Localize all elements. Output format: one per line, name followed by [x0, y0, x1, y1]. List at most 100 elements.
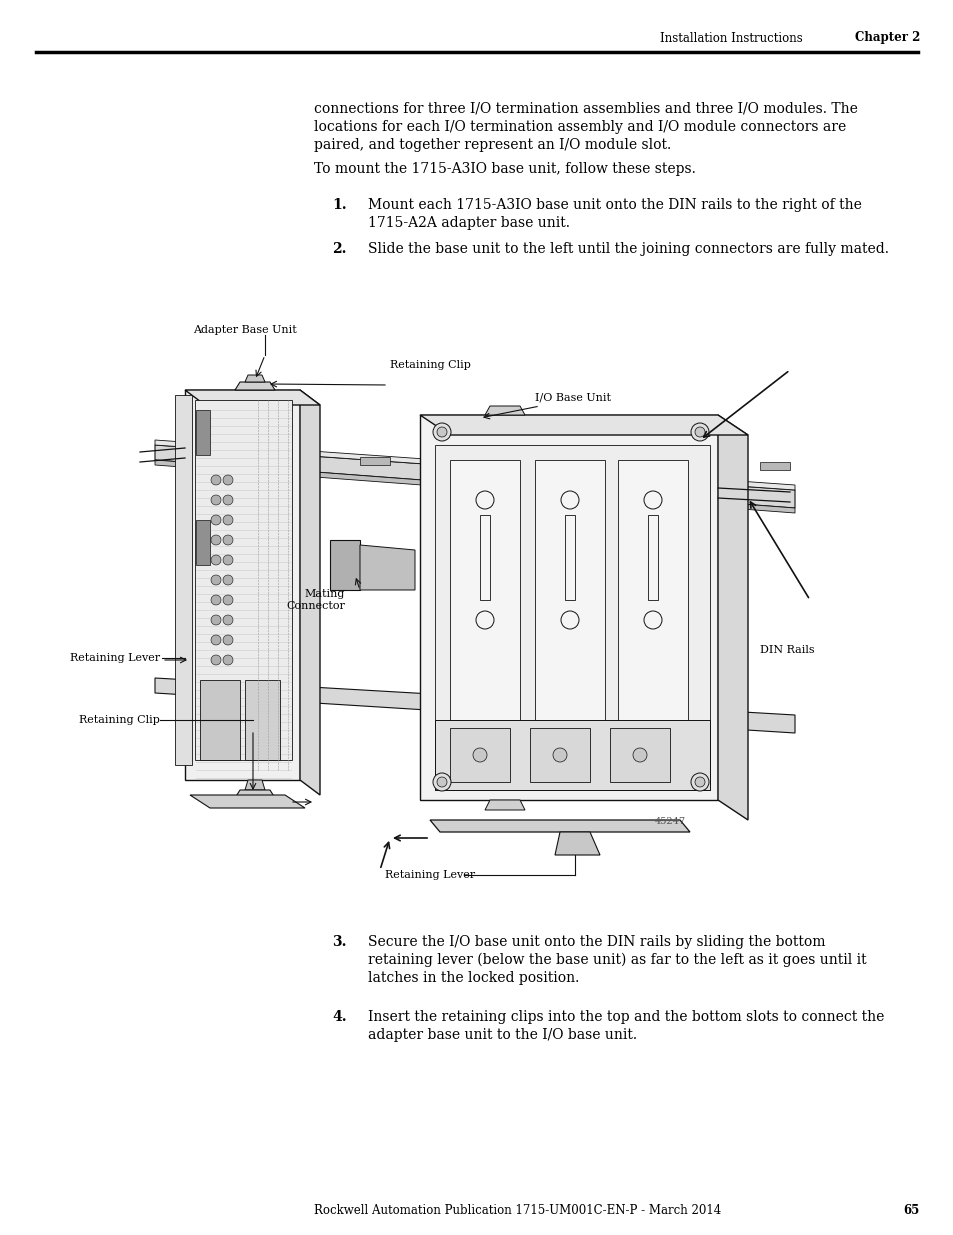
Polygon shape: [450, 459, 519, 720]
Circle shape: [211, 576, 221, 585]
Polygon shape: [234, 790, 274, 798]
Text: 4.: 4.: [332, 1010, 346, 1024]
Circle shape: [633, 748, 646, 762]
Polygon shape: [484, 800, 524, 810]
Circle shape: [553, 748, 566, 762]
Polygon shape: [299, 390, 319, 795]
Polygon shape: [154, 678, 794, 734]
Circle shape: [473, 748, 486, 762]
Polygon shape: [154, 459, 794, 513]
Text: I/O Base Unit: I/O Base Unit: [535, 393, 610, 403]
Circle shape: [211, 555, 221, 564]
Circle shape: [211, 495, 221, 505]
Polygon shape: [718, 415, 747, 820]
Text: Insert the retaining clips into the top and the bottom slots to connect the: Insert the retaining clips into the top …: [368, 1010, 883, 1024]
Circle shape: [223, 475, 233, 485]
Circle shape: [223, 595, 233, 605]
Polygon shape: [359, 545, 415, 590]
Text: DIN Rails: DIN Rails: [760, 645, 814, 655]
Text: Mating
Connector: Mating Connector: [286, 589, 345, 611]
Polygon shape: [519, 459, 550, 467]
Circle shape: [211, 635, 221, 645]
Circle shape: [690, 424, 708, 441]
Text: Retaining Clip: Retaining Clip: [79, 715, 160, 725]
Circle shape: [436, 427, 447, 437]
Text: Installation Instructions: Installation Instructions: [659, 32, 801, 44]
Polygon shape: [760, 462, 789, 471]
Text: 2.: 2.: [332, 242, 346, 256]
Circle shape: [436, 777, 447, 787]
Circle shape: [211, 515, 221, 525]
Text: 3.: 3.: [332, 935, 346, 948]
Circle shape: [223, 576, 233, 585]
Text: 1.: 1.: [332, 198, 346, 212]
Text: 1715-A2A adapter base unit.: 1715-A2A adapter base unit.: [368, 216, 569, 230]
Circle shape: [223, 615, 233, 625]
Circle shape: [223, 655, 233, 664]
Polygon shape: [359, 457, 390, 466]
Circle shape: [211, 655, 221, 664]
Polygon shape: [647, 515, 658, 600]
Text: Retaining Clip: Retaining Clip: [390, 359, 471, 370]
Circle shape: [223, 535, 233, 545]
Polygon shape: [479, 515, 490, 600]
Polygon shape: [195, 520, 210, 564]
Polygon shape: [609, 727, 669, 782]
Polygon shape: [200, 680, 240, 760]
Circle shape: [211, 615, 221, 625]
Circle shape: [223, 515, 233, 525]
Polygon shape: [419, 415, 718, 800]
Text: locations for each I/O termination assembly and I/O module connectors are: locations for each I/O termination assem…: [314, 120, 845, 135]
Polygon shape: [234, 382, 274, 390]
Text: Retaining Lever: Retaining Lever: [384, 869, 475, 881]
Polygon shape: [430, 820, 689, 832]
Text: Rockwell Automation Publication 1715-UM001C-EN-P - March 2014: Rockwell Automation Publication 1715-UM0…: [314, 1203, 720, 1216]
Polygon shape: [484, 406, 524, 415]
Circle shape: [695, 777, 704, 787]
Polygon shape: [555, 832, 599, 855]
Text: Mount each 1715-A3IO base unit onto the DIN rails to the right of the: Mount each 1715-A3IO base unit onto the …: [368, 198, 861, 212]
Polygon shape: [245, 680, 280, 760]
Polygon shape: [174, 395, 192, 764]
Polygon shape: [154, 440, 794, 490]
Polygon shape: [245, 781, 265, 790]
Polygon shape: [530, 727, 589, 782]
Circle shape: [211, 535, 221, 545]
Polygon shape: [435, 720, 709, 790]
Polygon shape: [245, 375, 265, 382]
Text: latches in the locked position.: latches in the locked position.: [368, 971, 578, 986]
Polygon shape: [154, 445, 794, 508]
Text: retaining lever (below the base unit) as far to the left as it goes until it: retaining lever (below the base unit) as…: [368, 953, 865, 967]
Circle shape: [223, 635, 233, 645]
Polygon shape: [419, 415, 747, 435]
Text: Slide the base unit to the left until the joining connectors are fully mated.: Slide the base unit to the left until th…: [368, 242, 888, 256]
Polygon shape: [194, 400, 292, 760]
Text: connections for three I/O termination assemblies and three I/O modules. The: connections for three I/O termination as…: [314, 103, 857, 116]
Circle shape: [211, 475, 221, 485]
Text: 65: 65: [902, 1203, 919, 1216]
Text: 45247: 45247: [655, 818, 685, 826]
Polygon shape: [679, 461, 709, 469]
Polygon shape: [599, 459, 629, 468]
Polygon shape: [435, 445, 709, 790]
Polygon shape: [200, 454, 230, 463]
Circle shape: [690, 773, 708, 790]
Text: To mount the 1715-A3IO base unit, follow these steps.: To mount the 1715-A3IO base unit, follow…: [314, 162, 695, 177]
Text: Secure the I/O base unit onto the DIN rails by sliding the bottom: Secure the I/O base unit onto the DIN ra…: [368, 935, 824, 948]
Polygon shape: [195, 410, 210, 454]
Circle shape: [433, 424, 451, 441]
Polygon shape: [185, 390, 319, 405]
Polygon shape: [280, 456, 310, 464]
Circle shape: [211, 595, 221, 605]
Polygon shape: [535, 459, 604, 720]
Circle shape: [223, 495, 233, 505]
Polygon shape: [190, 795, 305, 808]
Text: paired, and together represent an I/O module slot.: paired, and together represent an I/O mo…: [314, 138, 671, 152]
Polygon shape: [450, 727, 510, 782]
Text: Retaining Lever: Retaining Lever: [70, 653, 160, 663]
Text: adapter base unit to the I/O base unit.: adapter base unit to the I/O base unit.: [368, 1028, 637, 1042]
Polygon shape: [618, 459, 687, 720]
Text: Adapter Base Unit: Adapter Base Unit: [193, 325, 296, 335]
Text: Chapter 2: Chapter 2: [854, 32, 919, 44]
Polygon shape: [185, 390, 299, 781]
